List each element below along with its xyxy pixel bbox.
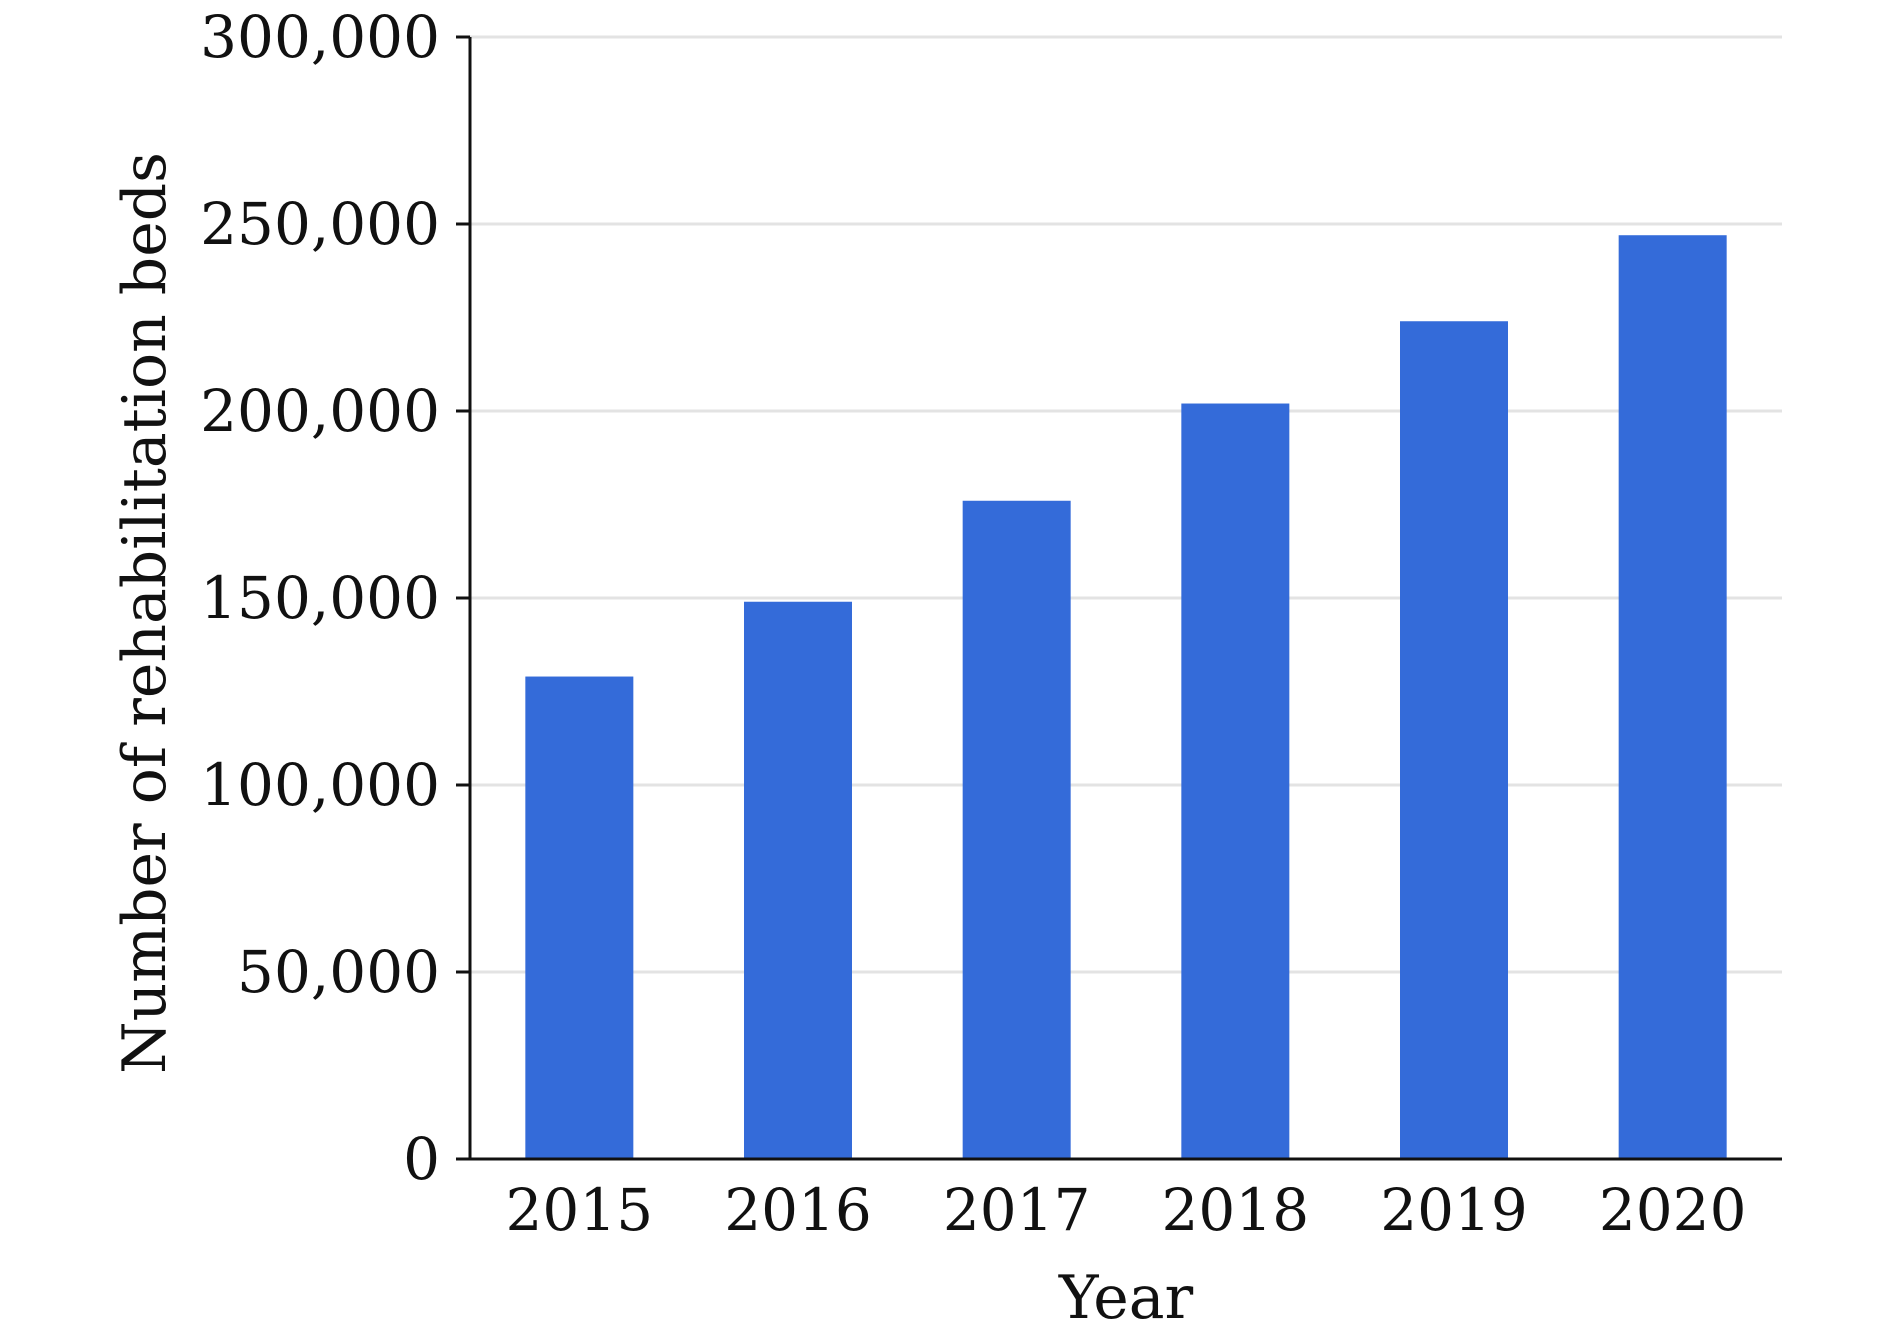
- bars: [525, 235, 1727, 1160]
- bar-2020: [1618, 235, 1727, 1160]
- y-tick-label: 200,000: [200, 377, 440, 445]
- bar-2015: [525, 676, 634, 1159]
- y-tick-label: 50,000: [237, 938, 440, 1006]
- x-tick-label: 2015: [506, 1176, 654, 1244]
- y-tick-label: 150,000: [200, 564, 440, 632]
- bar-2016: [744, 601, 852, 1159]
- bar-2019: [1400, 321, 1508, 1159]
- x-tick-label: 2018: [1162, 1176, 1310, 1244]
- y-tick-label: 0: [403, 1125, 440, 1193]
- x-tick-label: 2017: [943, 1176, 1091, 1244]
- bar-2018: [1181, 403, 1290, 1159]
- y-axis-ticks: 0 50,000 100,000 150,000 200,000 250,000 300,0…: [200, 3, 470, 1193]
- bar-2017: [962, 500, 1071, 1159]
- y-axis-title: Number of rehabilitation beds: [110, 152, 180, 1074]
- x-tick-label: 2016: [724, 1176, 872, 1244]
- y-tick-label: 100,000: [200, 751, 440, 819]
- y-tick-label: 300,000: [200, 3, 440, 71]
- x-tick-label: 2019: [1380, 1176, 1528, 1244]
- x-tick-label: 2020: [1599, 1176, 1747, 1244]
- gridlines: [470, 35, 1782, 974]
- y-tick-label: 250,000: [200, 190, 440, 258]
- x-axis-ticks: 2015 2016 2017 2018 2019 2020: [506, 1176, 1747, 1244]
- x-axis-title: Year: [1058, 1263, 1194, 1333]
